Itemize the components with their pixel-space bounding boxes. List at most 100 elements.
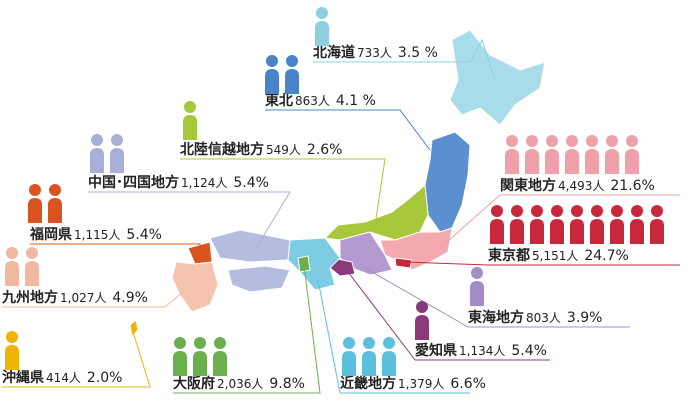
person-icon (415, 301, 429, 340)
hokuriku (323, 183, 429, 241)
region-percent: 5.4% (126, 227, 162, 243)
region-label: 東北 863人 4.1 % (265, 92, 376, 109)
icon-body (193, 351, 207, 376)
icon-head (416, 301, 428, 313)
region-label: 関東地方 4,493人 21.6% (500, 177, 655, 194)
icon-body (550, 219, 564, 244)
person-icon (25, 247, 39, 286)
person-icon (610, 205, 624, 244)
region-label: 近畿地方 1,379人 6.6% (340, 375, 486, 392)
leader-line (404, 261, 489, 266)
person-icon (650, 205, 664, 244)
icon-body (5, 345, 19, 370)
person-icon (382, 337, 396, 376)
icon-head (49, 184, 61, 196)
hokkaido (449, 29, 546, 126)
icon-body (490, 219, 504, 244)
person-icon (265, 55, 279, 94)
region-label: 北海道 733人 3.5 % (313, 44, 438, 61)
person-icon (525, 135, 539, 174)
person-icon (90, 134, 104, 173)
icon-head (26, 247, 38, 259)
person-icon (183, 101, 197, 140)
tokyo (394, 257, 413, 269)
person-icon (545, 135, 559, 174)
icon-head (383, 337, 395, 349)
region-name: 沖縄県 (2, 369, 44, 386)
icon-body (565, 149, 579, 174)
icon-head (363, 337, 375, 349)
person-icon (213, 337, 227, 376)
leader-line (265, 109, 431, 151)
icon-body (213, 351, 227, 376)
leaders (2, 38, 680, 394)
chugoku (209, 229, 291, 263)
region-percent: 5.4% (511, 343, 547, 359)
icon-body (382, 351, 396, 376)
region-name: 関東地方 (500, 177, 556, 194)
region-count: 863人 (295, 94, 330, 108)
region-percent: 4.9% (112, 290, 148, 306)
icon-body (545, 149, 559, 174)
leader-line (88, 191, 291, 251)
region-name: 東海地方 (468, 309, 524, 326)
icon-body (48, 198, 62, 223)
region-label: 東京都 5,151人 24.7% (488, 247, 629, 264)
icon-body (650, 219, 664, 244)
person-icon (510, 205, 524, 244)
person-icon (530, 205, 544, 244)
icon-body (25, 261, 39, 286)
leader-line (180, 158, 386, 226)
person-icon (5, 331, 19, 370)
icon-head (471, 267, 483, 279)
icon-head (631, 205, 643, 217)
icon-body (625, 149, 639, 174)
icon-body (90, 148, 104, 173)
icon-body (342, 351, 356, 376)
region-count: 1,379人 (398, 377, 444, 391)
icon-body (530, 219, 544, 244)
person-icon (470, 267, 484, 306)
region-percent: 24.7% (584, 248, 628, 264)
leader-line (2, 331, 151, 388)
region-percent: 5.4% (233, 175, 269, 191)
region-count: 414人 (46, 371, 81, 385)
icon-head (626, 135, 638, 147)
icon-body (510, 219, 524, 244)
person-icon (362, 337, 376, 376)
icon-head (316, 7, 328, 19)
region-name: 北海道 (313, 44, 355, 61)
person-icon (605, 135, 619, 174)
person-icon (565, 135, 579, 174)
region-percent: 2.6% (307, 142, 343, 158)
region-count: 4,493人 (558, 179, 604, 193)
kinki (287, 237, 341, 291)
icon-head (214, 337, 226, 349)
region-count: 1,124人 (181, 176, 227, 190)
region-percent: 4.1 % (336, 93, 376, 109)
icon-head (6, 247, 18, 259)
icon-head (606, 135, 618, 147)
icon-body (585, 149, 599, 174)
region-label: 大阪府 2,036人 9.8% (173, 375, 305, 392)
leader-line (344, 267, 416, 361)
shikoku (227, 265, 291, 293)
region-percent: 21.6% (610, 178, 654, 194)
region-count: 5,151人 (532, 249, 578, 263)
icon-head (586, 135, 598, 147)
labels: 北海道 733人 3.5 % 東北 863人 4.1 % 北陸信越地方 549人 2.6% 中国･… (1, 7, 664, 392)
region-name: 東北 (265, 92, 293, 109)
leader-line (317, 279, 341, 394)
person-icon (193, 337, 207, 376)
icon-head (571, 205, 583, 217)
icon-body (505, 149, 519, 174)
region-percent: 3.5 % (398, 45, 438, 61)
okinawa (129, 319, 139, 338)
icon-body (590, 219, 604, 244)
leader-line (173, 264, 321, 394)
region-label: 中国･四国地方 1,124人 5.4% (88, 174, 269, 191)
region-count: 549人 (266, 143, 301, 157)
icon-head (491, 205, 503, 217)
icon-head (611, 205, 623, 217)
